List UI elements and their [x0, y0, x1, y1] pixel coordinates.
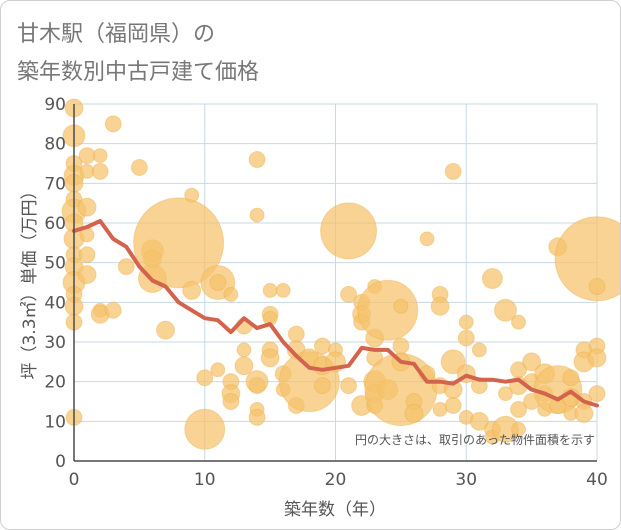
chart-title-line-1: 甘木駅（福岡県）の [17, 22, 215, 47]
data-bubble [430, 296, 450, 316]
data-bubble [440, 349, 466, 375]
data-bubble [287, 325, 305, 343]
data-bubble [340, 377, 358, 395]
data-bubble [587, 348, 607, 368]
data-bubble [493, 298, 517, 322]
data-bubble [458, 314, 474, 330]
data-bubble [262, 282, 278, 298]
data-bubble [481, 268, 503, 290]
data-bubble [184, 187, 200, 203]
y-tick-label: 50 [44, 254, 66, 274]
data-bubble [196, 369, 214, 387]
tick-labels: 0 10 20 30 40 0 10 20 30 40 50 60 70 80 90 [44, 95, 607, 490]
x-tick-label: 10 [194, 470, 216, 490]
data-bubble [444, 396, 462, 414]
chart-title-line-2: 築年数別中古戸建て価格 [17, 60, 259, 85]
data-bubble [78, 246, 96, 264]
data-bubble [510, 400, 528, 418]
data-bubble [92, 148, 108, 164]
data-bubble [562, 369, 580, 387]
data-bubble [469, 411, 489, 431]
data-bubble [393, 298, 409, 314]
y-axis-label: 坪（3.3㎡）単価（万円） [20, 182, 40, 379]
axes [73, 104, 597, 462]
data-bubble [260, 348, 280, 368]
data-bubble [588, 277, 606, 295]
average-price-line [72, 219, 599, 408]
data-bubble [249, 207, 265, 223]
y-tick-label: 40 [44, 293, 66, 313]
y-tick-label: 20 [44, 373, 66, 393]
data-bubble [117, 258, 135, 276]
data-bubble [574, 403, 594, 423]
data-bubble [104, 115, 122, 133]
data-bubble [313, 337, 331, 355]
y-tick-label: 70 [44, 174, 66, 194]
data-bubble [554, 216, 620, 302]
y-tick-label: 10 [44, 412, 66, 432]
y-tick-label: 30 [44, 333, 66, 353]
data-bubble [444, 162, 462, 180]
data-bubble [248, 151, 266, 169]
data-bubble [104, 301, 122, 319]
y-tick-label: 0 [55, 452, 66, 472]
data-bubble [340, 285, 358, 303]
y-tick-label: 60 [44, 214, 66, 234]
data-bubble [209, 274, 227, 291]
data-bubble [313, 377, 331, 395]
data-bubble [130, 158, 148, 176]
x-tick-label: 20 [325, 470, 347, 490]
data-bubble [392, 337, 410, 355]
x-axis-label: 築年数（年） [284, 500, 386, 520]
data-bubble [522, 352, 542, 372]
size-note: 円の大きさは、取引のあった物件面積を示す [355, 432, 595, 447]
data-bubble [471, 342, 487, 358]
data-bubble [248, 377, 266, 395]
data-bubble [275, 282, 291, 298]
data-bubble [497, 386, 513, 402]
data-bubble [236, 342, 252, 358]
data-bubble [222, 393, 240, 410]
data-bubble [77, 197, 97, 217]
data-bubble [457, 329, 475, 347]
data-bubble [182, 280, 202, 300]
x-tick-label: 30 [455, 470, 477, 490]
data-bubble [234, 356, 254, 376]
y-tick-label: 80 [44, 135, 66, 155]
bubble-layer [61, 98, 620, 450]
y-tick-label: 90 [44, 95, 66, 115]
data-bubble [320, 202, 378, 260]
data-bubble [133, 197, 225, 289]
data-bubble [184, 408, 226, 450]
data-bubble [511, 314, 527, 330]
trend-line-layer [72, 219, 599, 408]
data-bubble [77, 265, 97, 285]
data-bubble [419, 231, 435, 247]
data-bubble [357, 279, 419, 341]
data-bubble [156, 320, 176, 340]
data-bubble [511, 421, 527, 437]
x-tick-label: 40 [586, 470, 608, 490]
data-bubble [91, 162, 109, 180]
data-bubble [404, 403, 424, 423]
data-bubble [223, 286, 239, 302]
x-tick-label: 0 [69, 470, 80, 490]
data-bubble [248, 408, 266, 426]
data-bubble [210, 362, 226, 378]
data-bubble [588, 385, 606, 403]
